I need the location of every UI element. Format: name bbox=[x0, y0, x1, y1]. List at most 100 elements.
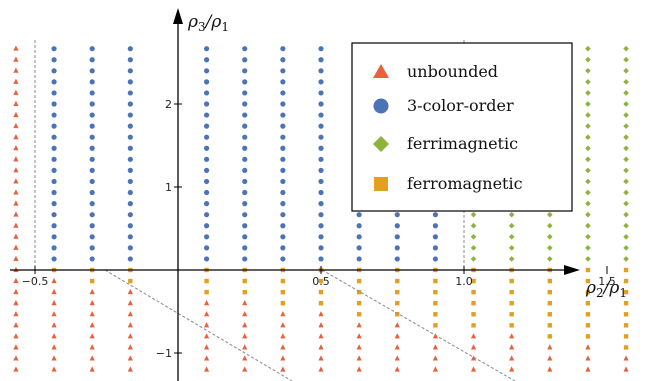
data-point-unbounded bbox=[280, 344, 286, 350]
data-point-3-color-order bbox=[204, 123, 210, 129]
data-point-3-color-order bbox=[51, 223, 57, 229]
data-point-unbounded bbox=[318, 322, 324, 328]
data-point-unbounded bbox=[51, 311, 57, 317]
data-point-ferromagnetic bbox=[471, 323, 476, 328]
data-point-3-color-order bbox=[127, 57, 133, 63]
data-point-unbounded bbox=[585, 344, 591, 350]
data-point-3-color-order bbox=[280, 90, 286, 96]
data-point-3-color-order bbox=[242, 90, 248, 96]
data-point-ferrimagnetic bbox=[623, 145, 629, 152]
data-point-3-color-order bbox=[51, 101, 57, 107]
data-point-unbounded bbox=[51, 355, 57, 361]
data-point-ferrimagnetic bbox=[585, 167, 591, 174]
data-point-3-color-order bbox=[242, 46, 248, 52]
data-point-3-color-order bbox=[89, 256, 95, 262]
data-point-ferromagnetic bbox=[471, 289, 476, 295]
data-point-3-color-order bbox=[280, 256, 286, 262]
data-point-ferromagnetic bbox=[433, 312, 438, 317]
data-point-3-color-order bbox=[51, 167, 57, 173]
data-point-unbounded bbox=[13, 67, 19, 73]
data-point-unbounded bbox=[127, 300, 133, 306]
data-point-3-color-order bbox=[204, 234, 210, 240]
data-point-unbounded bbox=[394, 355, 400, 361]
data-point-unbounded bbox=[547, 344, 553, 350]
data-point-unbounded bbox=[13, 56, 19, 62]
data-point-3-color-order bbox=[394, 212, 400, 218]
data-point-3-color-order bbox=[51, 234, 57, 240]
data-point-3-color-order bbox=[51, 123, 57, 129]
data-point-3-color-order bbox=[89, 112, 95, 118]
data-point-unbounded bbox=[13, 111, 19, 118]
data-point-ferrimagnetic bbox=[623, 112, 629, 118]
data-point-unbounded bbox=[394, 322, 400, 328]
data-point-3-color-order bbox=[127, 256, 133, 262]
data-point-unbounded bbox=[13, 255, 19, 261]
data-point-unbounded bbox=[51, 322, 57, 328]
data-point-ferrimagnetic bbox=[585, 45, 591, 52]
data-point-unbounded bbox=[509, 344, 515, 350]
data-point-ferrimagnetic bbox=[470, 256, 477, 262]
data-point-ferromagnetic bbox=[90, 278, 95, 284]
data-point-unbounded bbox=[13, 200, 19, 206]
data-point-ferrimagnetic bbox=[623, 101, 629, 107]
data-point-3-color-order bbox=[242, 256, 248, 262]
data-point-3-color-order bbox=[89, 189, 95, 196]
data-point-ferrimagnetic bbox=[623, 189, 629, 196]
data-point-ferrimagnetic bbox=[585, 56, 591, 63]
data-point-3-color-order bbox=[204, 90, 210, 96]
data-point-ferromagnetic bbox=[280, 301, 286, 306]
data-point-3-color-order bbox=[432, 234, 438, 240]
data-point-3-color-order bbox=[89, 68, 95, 74]
data-point-ferrimagnetic bbox=[623, 222, 629, 229]
data-point-ferromagnetic bbox=[509, 289, 514, 295]
data-point-unbounded bbox=[318, 355, 324, 361]
data-point-ferromagnetic bbox=[623, 267, 629, 273]
data-point-3-color-order bbox=[356, 234, 362, 240]
data-point-3-color-order bbox=[204, 156, 210, 162]
data-point-unbounded bbox=[13, 311, 19, 317]
data-point-ferrimagnetic bbox=[508, 211, 515, 218]
data-point-ferrimagnetic bbox=[585, 245, 591, 251]
data-point-ferrimagnetic bbox=[585, 123, 591, 129]
data-point-3-color-order bbox=[242, 79, 248, 85]
data-point-3-color-order bbox=[242, 57, 248, 63]
data-point-unbounded bbox=[13, 233, 19, 239]
data-point-3-color-order bbox=[242, 134, 248, 140]
data-point-unbounded bbox=[13, 45, 19, 51]
data-point-3-color-order bbox=[318, 79, 324, 85]
data-point-ferrimagnetic bbox=[623, 79, 629, 85]
data-point-unbounded bbox=[13, 277, 19, 284]
data-point-unbounded bbox=[13, 122, 19, 129]
data-point-ferromagnetic bbox=[204, 289, 209, 295]
data-point-3-color-order bbox=[204, 245, 210, 251]
data-point-unbounded bbox=[394, 344, 400, 350]
data-point-unbounded bbox=[204, 322, 210, 328]
data-point-ferromagnetic bbox=[623, 278, 629, 284]
data-point-unbounded bbox=[470, 333, 477, 339]
data-point-3-color-order bbox=[89, 79, 95, 85]
data-point-unbounded bbox=[394, 366, 400, 372]
data-point-ferromagnetic bbox=[623, 289, 629, 295]
data-point-3-color-order bbox=[51, 256, 57, 262]
data-point-unbounded bbox=[127, 355, 133, 361]
data-point-3-color-order bbox=[89, 101, 95, 107]
data-point-3-color-order bbox=[51, 112, 57, 118]
data-point-ferromagnetic bbox=[547, 312, 552, 317]
data-point-ferromagnetic bbox=[547, 278, 552, 284]
data-point-3-color-order bbox=[318, 57, 324, 63]
legend-diamond-icon bbox=[373, 136, 389, 152]
data-point-3-color-order bbox=[280, 245, 286, 251]
data-point-unbounded bbox=[547, 366, 553, 372]
data-point-ferrimagnetic bbox=[585, 156, 591, 163]
data-point-ferromagnetic bbox=[623, 323, 629, 328]
data-point-3-color-order bbox=[280, 101, 286, 107]
data-point-3-color-order bbox=[280, 167, 286, 173]
data-point-ferromagnetic bbox=[623, 345, 629, 350]
data-point-3-color-order bbox=[280, 189, 286, 196]
data-point-3-color-order bbox=[204, 68, 210, 74]
data-point-ferrimagnetic bbox=[585, 256, 591, 262]
data-point-3-color-order bbox=[280, 79, 286, 85]
data-point-3-color-order bbox=[51, 57, 57, 63]
data-point-3-color-order bbox=[432, 223, 438, 229]
y-tick-label: 2 bbox=[165, 98, 172, 111]
